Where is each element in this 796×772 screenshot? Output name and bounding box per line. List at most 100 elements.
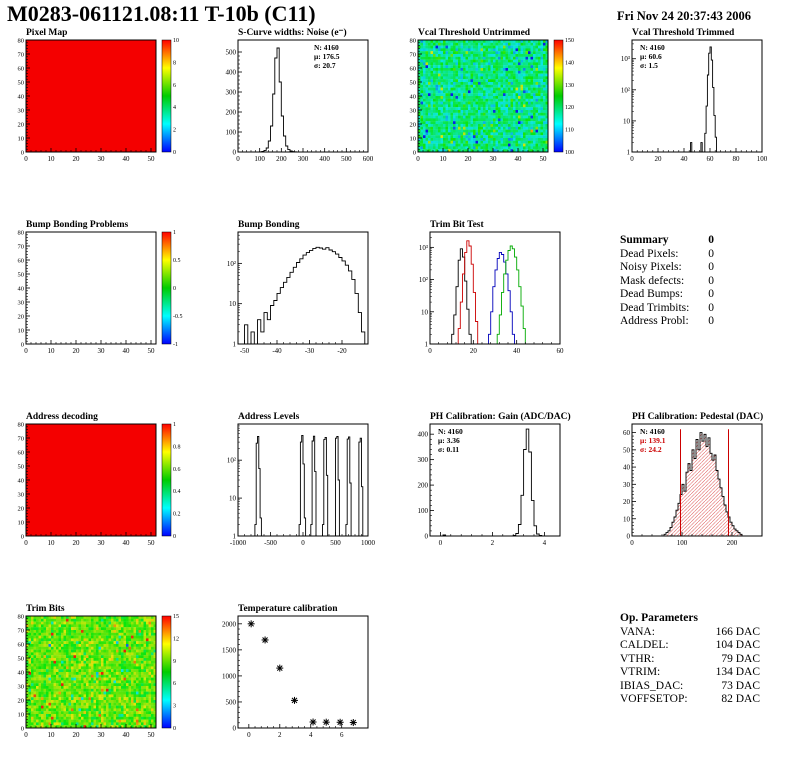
plot-title: S-Curve widths: Noise (e⁻) — [238, 27, 347, 38]
svg-text:-0.5: -0.5 — [173, 314, 183, 320]
plot-address-levels: -1000 -500 0 500 1000 1 10 10² Address Levels — [206, 410, 402, 554]
summary-label: Address Probl: — [620, 315, 689, 327]
svg-text:10: 10 — [623, 515, 631, 523]
svg-text:200: 200 — [727, 539, 738, 547]
svg-text:30: 30 — [18, 108, 25, 115]
svg-text:500: 500 — [226, 49, 237, 57]
plot-title: Vcal Threshold Untrimmed — [418, 28, 531, 38]
op-row-vthr: VTHR: 79 DAC — [620, 653, 760, 667]
svg-text:10: 10 — [440, 155, 448, 163]
svg-text:50: 50 — [18, 80, 25, 87]
svg-text:0: 0 — [173, 150, 176, 156]
bump-problems-chart: 1 0.5 0 -0.5 -1 0 10 20 30 40 50 0 10 20 30 40 50 60 70 80B… — [18, 220, 183, 355]
svg-text:50: 50 — [18, 272, 25, 279]
summary-label: Dead Trimbits: — [620, 301, 690, 314]
summary-panel: Summary 0 Dead Pixels: 0 Noisy Pixels: 0 M… — [620, 234, 714, 329]
svg-text:100: 100 — [565, 150, 574, 156]
svg-text:2: 2 — [491, 539, 495, 547]
svg-text:500: 500 — [330, 539, 341, 547]
svg-text:2: 2 — [173, 128, 176, 134]
summary-label: Mask defects: — [620, 274, 685, 287]
summary-value: 0 — [708, 315, 714, 327]
svg-text:0: 0 — [21, 150, 24, 157]
plot-temp-calibration: 0 2 4 6 0 500 1000 1500 2000 Temperature calibrat… — [206, 602, 402, 746]
svg-text:0: 0 — [439, 539, 443, 547]
svg-text:10: 10 — [173, 38, 179, 44]
op-row-caldel: CALDEL: 104 DAC — [620, 639, 760, 653]
svg-text:80: 80 — [18, 230, 25, 237]
svg-text:N: 4160: N: 4160 — [640, 427, 665, 436]
svg-text:0: 0 — [630, 539, 634, 547]
svg-text:400: 400 — [418, 431, 429, 439]
address-decoding-chart: 10.80.60.40.200 10 20 30 40 50010203040506070… — [18, 412, 181, 547]
op-row-voffsetop: VOFFSETOP: 82 DAC — [620, 693, 760, 707]
op-row-vtrim: VTRIM: 134 DAC — [620, 666, 760, 680]
svg-text:30: 30 — [490, 155, 498, 163]
summary-row-address-probl: Address Probl: 0 — [620, 315, 714, 329]
svg-text:μ: 176.5: μ: 176.5 — [314, 52, 340, 61]
summary-value: 0 — [708, 288, 714, 300]
svg-text:0: 0 — [233, 149, 237, 157]
svg-text:50: 50 — [148, 155, 156, 163]
svg-text:40: 40 — [123, 347, 131, 355]
op-label: VTRIM: — [620, 666, 661, 678]
op-row-ibias-dac: IBIAS_DAC: 73 DAC — [620, 680, 760, 694]
svg-text:1: 1 — [173, 422, 176, 428]
plot-title: Temperature calibration — [238, 604, 338, 614]
svg-text:100: 100 — [254, 155, 265, 163]
plot-vcal-trimmed: 0 20 40 60 80 100 1 10 10² 10³ N: 4160 μ: 60.6 σ: 1.… — [600, 26, 796, 170]
svg-text:μ: 60.6: μ: 60.6 — [640, 52, 662, 61]
op-value: 104 DAC — [715, 639, 760, 651]
svg-text:60: 60 — [18, 66, 25, 73]
svg-text:70: 70 — [18, 436, 25, 443]
svg-text:4: 4 — [543, 539, 547, 547]
svg-text:σ: 20.7: σ: 20.7 — [314, 61, 336, 70]
svg-text:30: 30 — [98, 539, 106, 547]
plot-ph-pedestal: 0 100 200 0 10 20 30 40 50 60 N: 4160 μ: 139.1 σ: 24… — [600, 410, 796, 554]
svg-text:0.6: 0.6 — [173, 467, 181, 473]
summary-row-dead-pixels: Dead Pixels: 0 — [620, 248, 714, 262]
svg-text:10: 10 — [18, 136, 25, 143]
plot-bump-bonding: -50 -40 -30 -20 1 10 10² Bump Bonding — [206, 218, 402, 362]
svg-text:N: 4160: N: 4160 — [438, 427, 463, 436]
svg-text:0: 0 — [24, 155, 28, 163]
summary-value: 0 — [708, 274, 714, 287]
svg-text:20: 20 — [655, 155, 663, 163]
op-value: 73 DAC — [721, 679, 760, 692]
svg-text:1: 1 — [627, 149, 631, 157]
svg-text:30: 30 — [410, 108, 417, 115]
summary-value: 0 — [708, 247, 714, 260]
svg-text:10³: 10³ — [419, 244, 428, 252]
svg-text:0: 0 — [627, 533, 631, 541]
summary-label: Dead Bumps: — [620, 288, 683, 300]
plot-title: Trim Bit Test — [430, 220, 484, 230]
svg-text:10²: 10² — [227, 457, 236, 465]
summary-row-mask-defects: Mask defects: 0 — [620, 275, 714, 289]
summary-row-noisy-pixels: Noisy Pixels: 0 — [620, 261, 714, 275]
bump-bonding-chart: -50 -40 -30 -20 1 10 10² Bump Bonding — [227, 220, 369, 355]
svg-text:10²: 10² — [621, 86, 630, 94]
svg-text:100: 100 — [226, 129, 237, 137]
svg-text:100: 100 — [677, 539, 688, 547]
svg-text:200: 200 — [226, 109, 237, 117]
op-value: 134 DAC — [715, 666, 760, 678]
svg-text:60: 60 — [557, 347, 565, 355]
svg-text:500: 500 — [341, 155, 352, 163]
svg-text:0: 0 — [630, 155, 634, 163]
plot-title: Trim Bits — [26, 604, 65, 614]
svg-text:10: 10 — [48, 155, 56, 163]
svg-text:50: 50 — [623, 446, 631, 454]
svg-text:130: 130 — [565, 83, 574, 89]
svg-text:1: 1 — [233, 533, 237, 541]
svg-text:0: 0 — [301, 539, 305, 547]
plot-title: PH Calibration: Pedestal (DAC) — [632, 411, 763, 422]
svg-text:0: 0 — [428, 347, 432, 355]
svg-text:400: 400 — [319, 155, 330, 163]
summary-row-dead-trimbits: Dead Trimbits: 0 — [620, 302, 714, 316]
svg-text:60: 60 — [410, 66, 417, 73]
svg-text:10: 10 — [421, 308, 429, 316]
plot-bump-problems: 1 0.5 0 -0.5 -1 0 10 20 30 40 50 0 10 20 30 40 50 60 70 80 B… — [6, 218, 202, 362]
